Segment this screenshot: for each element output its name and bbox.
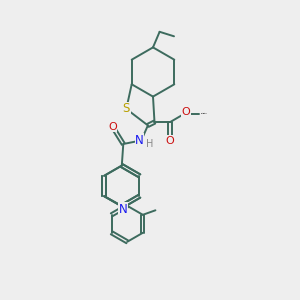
Text: S: S: [123, 102, 130, 116]
Text: H: H: [146, 139, 153, 149]
Text: methyl: methyl: [203, 113, 208, 114]
Text: O: O: [182, 107, 190, 117]
Text: methyl: methyl: [201, 112, 206, 114]
Text: N: N: [135, 134, 144, 147]
Text: O: O: [166, 136, 175, 146]
Text: N: N: [118, 203, 127, 216]
Text: O: O: [108, 122, 117, 132]
